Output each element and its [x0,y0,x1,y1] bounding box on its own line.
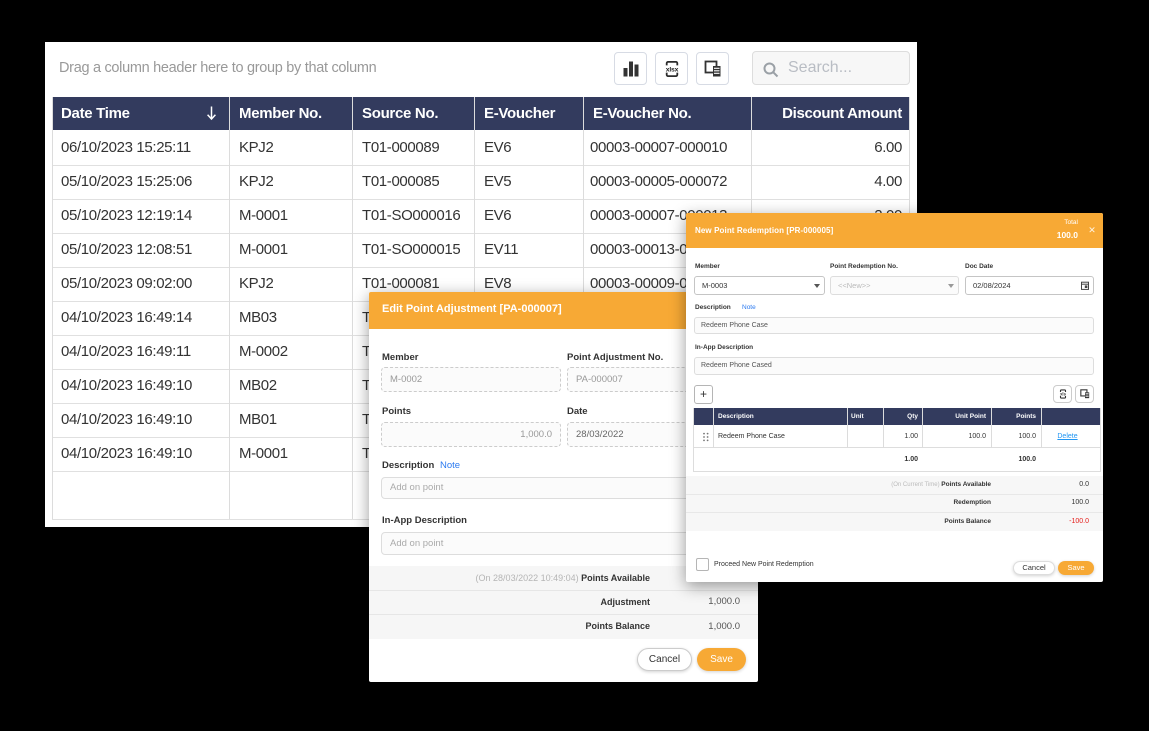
svg-text:xlsx: xlsx [666,66,679,73]
svg-text:xls: xls [1060,391,1066,396]
